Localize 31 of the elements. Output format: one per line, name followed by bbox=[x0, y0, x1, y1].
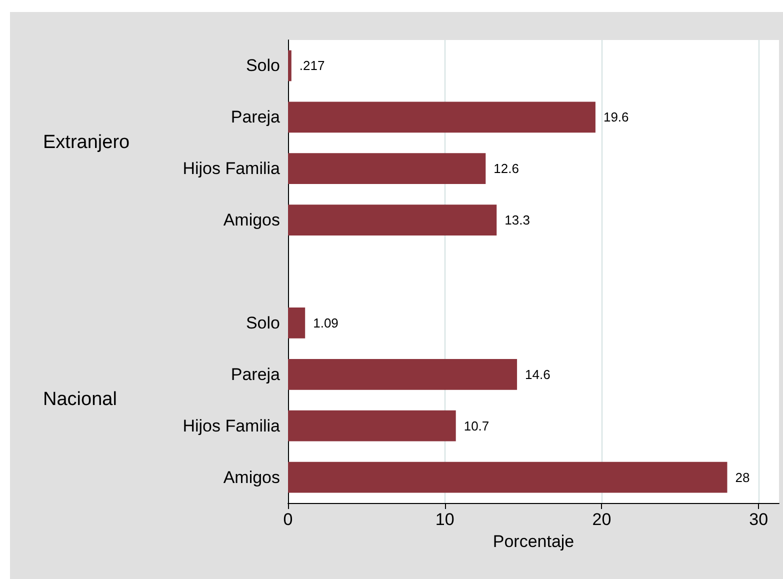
x-tick-label: 0 bbox=[283, 510, 293, 529]
bar bbox=[288, 308, 306, 338]
y-tick-label: Amigos bbox=[223, 210, 280, 230]
data-label: 1.09 bbox=[313, 315, 338, 330]
data-label: 10.7 bbox=[464, 418, 490, 434]
data-label: 13.3 bbox=[504, 212, 530, 228]
bar bbox=[288, 153, 486, 184]
y-tick-label: Hijos Familia bbox=[182, 159, 281, 178]
data-label: 12.6 bbox=[494, 161, 519, 176]
y-tick-label: Hijos Familia bbox=[182, 416, 281, 436]
text: Extranjero bbox=[43, 132, 130, 153]
y-tick-label: Solo bbox=[246, 313, 280, 332]
bar bbox=[288, 204, 497, 236]
x-tick-label: 30 bbox=[749, 510, 768, 529]
y-tick-label: Amigos bbox=[223, 468, 280, 487]
data-label: 28 bbox=[735, 470, 750, 485]
bar bbox=[288, 358, 518, 390]
y-tick-label: Pareja bbox=[230, 364, 281, 384]
x-tick-label: 10 bbox=[435, 510, 454, 529]
data-label: 14.6 bbox=[525, 366, 550, 382]
x-axis-title: Porcentaje bbox=[492, 532, 574, 551]
text: Nacional bbox=[43, 389, 117, 410]
y-tick-label: Solo bbox=[246, 56, 280, 76]
data-label: .217 bbox=[299, 58, 325, 74]
bar bbox=[288, 102, 596, 133]
y-tick-label: Pareja bbox=[230, 108, 281, 127]
bar bbox=[288, 410, 456, 442]
x-tick-label: 20 bbox=[592, 510, 612, 529]
bar bbox=[288, 50, 292, 82]
data-label: 19.6 bbox=[603, 110, 629, 125]
bar bbox=[288, 462, 728, 493]
